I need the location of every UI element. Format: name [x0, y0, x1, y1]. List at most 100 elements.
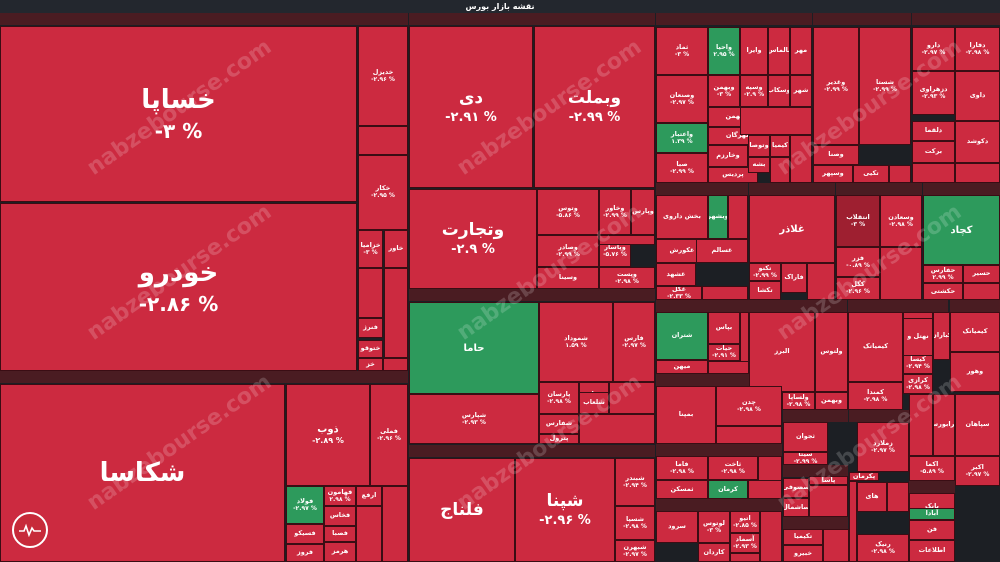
stock-tile[interactable]: وپارس — [631, 189, 655, 235]
stock-tile-small[interactable] — [708, 361, 749, 374]
stock-tile[interactable]: کیمیاتک — [848, 312, 903, 382]
stock-tile[interactable]: پارسان -۲.۹۸ % — [539, 382, 579, 414]
stock-tile[interactable]: وسپه -۲.۹ % — [740, 75, 768, 107]
stock-tile[interactable]: وایرا — [740, 27, 768, 75]
stock-tile-small[interactable] — [912, 163, 955, 183]
stock-tile[interactable]: بپاس — [708, 312, 740, 344]
stock-tile[interactable]: بشه — [748, 157, 770, 173]
stock-tile-small[interactable] — [807, 263, 835, 300]
stock-tile[interactable]: کیمیا — [770, 135, 790, 157]
stock-tile[interactable]: فرابورس — [933, 394, 955, 456]
stock-tile[interactable]: فملی -۲.۹۶ % — [370, 384, 408, 486]
stock-tile-small[interactable] — [760, 511, 782, 562]
stock-tile-small[interactable] — [740, 107, 812, 135]
stock-tile-small[interactable] — [383, 358, 408, 371]
stock-tile[interactable]: تکیی — [853, 165, 889, 183]
stock-tile[interactable]: واعتبار ۱.۳۹ % — [656, 123, 708, 153]
stock-tile[interactable]: شسپا -۲.۹۸ % — [615, 506, 655, 540]
stock-tile[interactable]: فهامون ۲.۹۸ % — [324, 486, 356, 506]
stock-tile[interactable]: خبیرو — [783, 545, 823, 562]
stock-tile-small[interactable] — [849, 481, 857, 562]
stock-tile-small[interactable] — [579, 414, 655, 444]
stock-tile[interactable]: وبشهر — [708, 195, 728, 239]
stock-tile[interactable]: کرمان — [708, 480, 748, 499]
stock-tile[interactable]: غسالم — [696, 239, 748, 263]
stock-tile[interactable]: فخاس — [324, 506, 356, 526]
stock-tile[interactable]: شلعاب — [579, 392, 609, 414]
stock-tile[interactable]: وخارزم — [708, 145, 748, 167]
stock-tile[interactable]: وبملت -۲.۹۹ % — [534, 26, 655, 188]
stock-tile[interactable]: دفارا -۲.۹۸ % — [955, 27, 1000, 71]
stock-tile[interactable]: وصنعان -۲.۹۷ % — [656, 75, 708, 123]
stock-tile[interactable]: فروز — [286, 544, 324, 562]
stock-tile[interactable]: فولاد -۲.۹۷ % — [286, 486, 324, 524]
stock-tile[interactable]: شبهرن -۲.۹۷ % — [615, 540, 655, 562]
stock-tile[interactable]: فسیکو — [286, 524, 324, 544]
stock-tile[interactable]: خز — [358, 358, 383, 371]
stock-tile[interactable]: وپست -۲.۹۸ % — [599, 267, 655, 289]
stock-tile[interactable]: فنرژ — [358, 318, 383, 338]
stock-tile[interactable]: بالماس — [768, 27, 790, 75]
stock-tile[interactable]: خدیزل -۲.۹۶ % — [358, 26, 408, 126]
stock-tile[interactable]: وصادر -۲.۹۹ % — [537, 235, 599, 267]
stock-tile[interactable]: سصوفی — [783, 478, 809, 498]
stock-tile[interactable]: حیات -۲.۹۱ % — [708, 344, 740, 361]
stock-tile[interactable]: برکت — [912, 141, 955, 163]
stock-tile[interactable]: بخش داروی — [656, 195, 708, 239]
stock-tile-small[interactable] — [809, 485, 848, 517]
stock-tile-small[interactable] — [963, 283, 1000, 300]
stock-tile[interactable]: کچاد — [923, 195, 1000, 265]
stock-tile[interactable]: وبهمن — [815, 392, 848, 410]
stock-tile[interactable]: خاور — [384, 230, 408, 268]
stock-tile[interactable]: شتران — [656, 312, 708, 360]
stock-tile[interactable]: بمپنا — [656, 386, 716, 444]
stock-tile[interactable]: حاما — [409, 302, 539, 394]
stock-tile[interactable]: فاما -۲.۹۸ % — [656, 456, 708, 480]
stock-tile[interactable]: ساشمال — [783, 498, 809, 517]
stock-tile[interactable]: دی -۲.۹۱ % — [409, 26, 533, 188]
stock-tile[interactable]: کباران — [933, 312, 950, 360]
stock-tile[interactable]: حفارس ۲.۹۹ % — [923, 265, 963, 283]
stock-tile[interactable]: ذوب -۲.۸۹ % — [286, 384, 370, 486]
stock-tile[interactable]: پردیس — [708, 167, 758, 183]
stock-tile[interactable]: وتجارت -۲.۹ % — [409, 189, 537, 289]
stock-tile[interactable]: ولتوس — [815, 312, 848, 392]
stock-tile[interactable]: شبندر -۲.۹۴ % — [615, 458, 655, 506]
stock-tile[interactable]: کرازی -۲.۹۸ % — [903, 374, 933, 394]
stock-tile[interactable]: ولساپا -۲.۹۸ % — [782, 392, 815, 410]
stock-tile[interactable]: شپارس -۲.۹۳ % — [409, 394, 539, 444]
stock-tile-small[interactable] — [887, 482, 909, 512]
stock-tile[interactable]: پترول — [539, 434, 579, 444]
stock-tile[interactable]: دکوشد — [955, 121, 1000, 163]
stock-tile[interactable]: وصنا — [813, 145, 859, 165]
stock-tile[interactable]: اکما -۵.۸۹ % — [909, 456, 955, 481]
stock-tile[interactable]: زملارد -۲.۹۷ % — [857, 422, 909, 472]
stock-tile[interactable]: غگل -۲.۳۳ % — [656, 286, 702, 300]
stock-tile[interactable]: وهور — [950, 352, 1000, 392]
stock-tile[interactable]: شستا -۲.۹۹ % — [859, 27, 911, 145]
stock-tile[interactable]: پاسا — [809, 476, 848, 485]
stock-tile[interactable]: لوتوس -۳ % — [698, 511, 730, 543]
stock-tile[interactable]: اکبر -۲.۹۷ % — [955, 456, 1000, 486]
stock-tile[interactable]: آسماد -۲.۹۳ % — [730, 533, 760, 553]
stock-tile[interactable]: مهر — [790, 27, 812, 75]
stock-tile[interactable]: سیتا -۲.۹۹ % — [783, 452, 828, 465]
stock-tile[interactable]: کیمیاتک — [950, 312, 1000, 352]
stock-tile[interactable]: ثمسکن — [656, 480, 708, 499]
stock-tile[interactable]: دزهراوی -۲.۹۳ % — [912, 71, 955, 115]
stock-tile-small[interactable] — [748, 480, 782, 499]
stock-tile[interactable]: انتقلاب -۳ % — [836, 195, 880, 247]
stock-tile[interactable]: اتیو -۲.۸۵ % — [730, 511, 760, 533]
stock-tile-small[interactable] — [770, 157, 790, 183]
stock-tile-small[interactable] — [730, 553, 760, 562]
stock-tile[interactable]: حسیر — [963, 265, 1000, 283]
stock-tile-small[interactable] — [889, 165, 911, 183]
stock-tile[interactable]: وتوصا — [748, 135, 770, 157]
stock-tile[interactable]: هرمز — [324, 542, 356, 562]
stock-tile[interactable]: نهتل و — [903, 318, 933, 356]
stock-tile[interactable]: ثجوان — [783, 422, 828, 452]
stock-tile-small[interactable] — [599, 235, 655, 245]
stock-tile-small[interactable] — [358, 126, 408, 155]
stock-tile-small[interactable] — [823, 529, 849, 562]
stock-tile[interactable]: تکشا — [749, 281, 781, 300]
